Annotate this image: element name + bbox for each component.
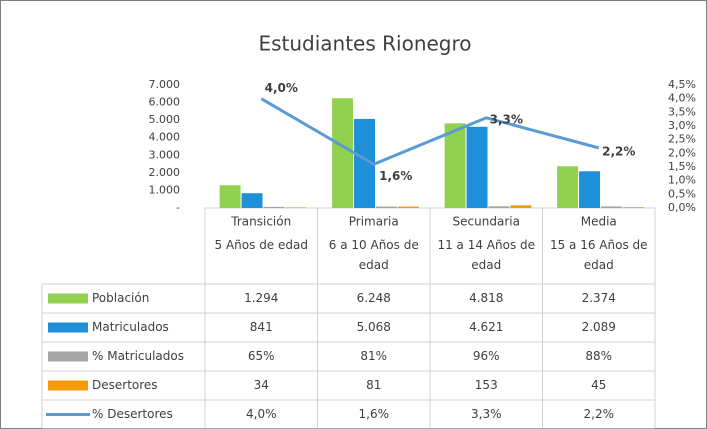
data-label: 4,0% [265,81,298,95]
y-tick-label: 1.000 [149,183,181,196]
table-cell: 153 [475,378,498,392]
legend-key [48,293,88,304]
legend-key [48,380,88,391]
bar [241,193,263,208]
table-cell: 81% [360,349,387,363]
table-cell: 81 [366,378,381,392]
bar [376,206,397,208]
x-tick-label: Media [581,215,617,229]
y2-tick-label: 2,0% [668,146,696,159]
table-cell: 841 [250,320,273,334]
table-cell: 1,6% [359,407,390,421]
table-cell: 4.818 [469,291,503,305]
y2-tick-label: 1,5% [668,160,696,173]
table-cell: 4,0% [246,407,277,421]
x-tick-label: Secundaria [453,215,520,229]
bar [488,206,510,208]
x-subcategory: 15 a 16 Años de edad [549,238,648,272]
y-tick-label: 3.000 [149,148,181,161]
table-cell: 2,2% [584,407,615,421]
table-cell: 88% [585,349,612,363]
bar [466,126,488,208]
legend-key [48,351,88,362]
bar [601,206,622,208]
table-cell: 2.089 [582,320,616,334]
bar [285,207,307,208]
bar [263,206,285,208]
table-cell: 4.621 [469,320,503,334]
legend-key [48,322,88,333]
table-cell: 2.374 [582,291,616,305]
data-label: 1,6% [379,169,412,183]
y2-tick-label: 3,5% [668,105,696,118]
y-tick-label: - [176,201,180,214]
y-tick-label: 2.000 [149,166,181,179]
table-cell: 6.248 [357,291,391,305]
x-subcategory-label: 15 a 16 Años de edad [549,238,648,272]
bar [332,98,354,208]
data-label: 2,2% [602,144,635,158]
bar [622,207,644,208]
table-cell: 3,3% [471,407,502,421]
table-cell: 1.294 [244,291,278,305]
table-cell: 45 [591,378,606,392]
y2-tick-label: 1,0% [668,174,696,187]
bar [557,166,579,208]
data-label: 3,3% [490,112,523,126]
y-tick-label: 5.000 [149,113,181,126]
y-tick-label: 7.000 [149,78,181,91]
x-subcategory: 6 a 10 Años de edad [328,238,419,272]
table-cell: 5.068 [357,320,391,334]
y2-tick-label: 4,5% [668,78,696,91]
x-subcategory-label: 5 Años de edad [214,238,308,252]
x-subcategory: 5 Años de edad [214,238,308,252]
y2-tick-label: 4,0% [668,92,696,105]
bar [354,118,375,208]
y2-tick-label: 0,5% [668,187,696,200]
y2-tick-label: 0,0% [668,201,696,214]
y2-tick-label: 2,5% [668,133,696,146]
bar [510,205,532,208]
bar [397,206,419,208]
legend-label: % Matriculados [92,349,184,363]
y2-tick-label: 3,0% [668,119,696,132]
bar [219,185,241,208]
x-subcategory-label: 6 a 10 Años de edad [328,238,419,272]
legend-label: Matriculados [92,320,169,334]
y-tick-label: 6.000 [149,96,181,109]
chart-title: Estudiantes Rionegro [258,32,471,56]
table-cell: 65% [248,349,275,363]
x-tick-label: Primaria [349,215,399,229]
x-subcategory: 11 a 14 Años de edad [437,238,536,272]
table-cell: 96% [473,349,500,363]
x-subcategory-label: 11 a 14 Años de edad [437,238,536,272]
y-tick-label: 4.000 [149,131,181,144]
line [260,97,600,166]
legend-label: % Desertores [92,407,173,421]
table-cell: 34 [254,378,269,392]
bar [579,171,600,208]
x-tick-label: Transición [230,215,291,229]
legend-label: Desertores [92,378,158,392]
bar [444,123,466,208]
legend-label: Población [92,291,149,305]
